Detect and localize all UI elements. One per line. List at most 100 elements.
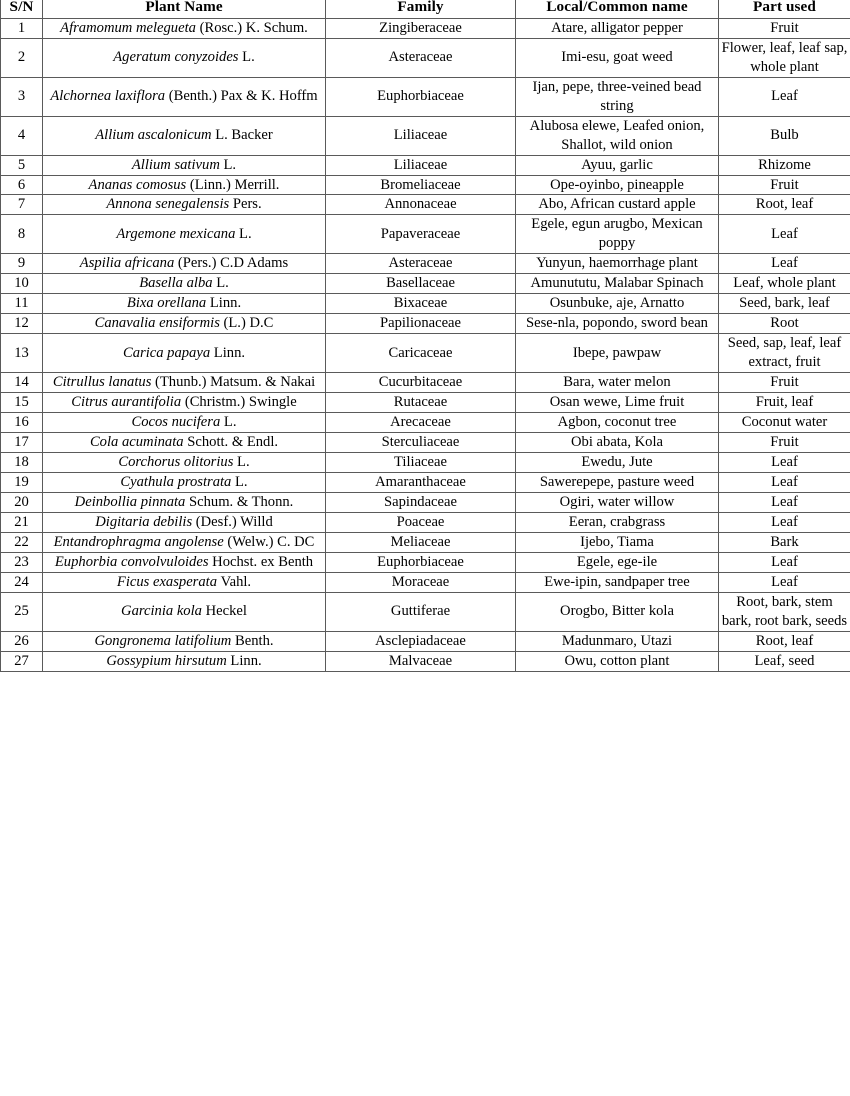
cell-part-used: Leaf [718,492,850,513]
cell-part-used: Root, bark, stem bark, root bark, seeds [718,591,850,632]
cell-part-used: Leaf, whole plant [718,273,850,295]
cell-local-common-name: Ewe-ipin, sandpaper tree [515,571,719,593]
table-row: 15 Citrus aurantifolia (Christm.) Swingle… [0,392,850,414]
cell-part-used: Fruit, leaf [718,392,850,414]
plant-authority: (L.) D.C [223,315,274,332]
cell-plant-name: Gossypium hirsutum Linn. [42,650,326,672]
cell-part-used: Root, leaf [718,194,850,216]
cell-sn: 11 [0,293,43,315]
plant-binomial: Allium sativum [131,156,220,173]
cell-part-used: Leaf [718,571,850,593]
plant-binomial: Argemone mexicana [116,225,236,242]
cell-family: Sterculiaceae [325,432,516,454]
cell-sn: 2 [0,37,43,78]
cell-sn: 20 [0,492,43,513]
plant-binomial: Citrullus lanatus [52,374,152,391]
plant-binomial: Basella alba [139,275,213,292]
cell-local-common-name: Amunututu, Malabar Spinach [515,273,719,295]
cell-family: Papilionaceae [325,313,516,335]
cell-sn: 7 [0,194,43,216]
cell-local-common-name: Ibepe, pawpaw [515,333,719,374]
cell-local-common-name: Eeran, crabgrass [515,511,719,533]
cell-plant-name: Garcinia kola Heckel [42,591,326,632]
column-header-plant-name: Plant Name [42,0,326,19]
cell-local-common-name: Agbon, coconut tree [515,412,719,434]
cell-sn: 17 [0,432,43,454]
plant-authority: Linn. [209,295,242,312]
column-header-part-used: Part used [718,0,850,19]
plant-binomial: Cyathula prostrata [120,474,232,491]
cell-sn: 9 [0,253,43,275]
cell-family: Rutaceae [325,392,516,414]
table-row: 27 Gossypium hirsutum Linn. Malvaceae Owu, … [0,650,850,672]
cell-family: Annonaceae [325,194,516,216]
cell-sn: 12 [0,313,43,335]
plant-binomial: Ficus exasperata [116,573,218,590]
cell-plant-name: Canavalia ensiformis (L.) D.C [42,313,326,335]
plant-authority: Linn. [213,344,246,361]
cell-plant-name: Corchorus olitorius L. [42,452,326,474]
cell-sn: 25 [0,591,43,632]
cell-sn: 24 [0,571,43,593]
cell-local-common-name: Ayuu, garlic [515,154,719,176]
cell-sn: 19 [0,472,43,493]
plant-binomial: Annona senegalensis [106,196,230,213]
table-row: 2 Ageratum conyzoides L. Asteraceae Imi-esu… [0,37,850,78]
cell-part-used: Coconut water [718,412,850,434]
cell-plant-name: Euphorbia convolvuloides Hochst. ex Bent… [42,551,326,573]
plant-binomial: Citrus aurantifolia [71,394,182,411]
table-row: 22 Entandrophragma angolense (Welw.) C. D… [0,531,850,553]
plant-authority: Heckel [205,603,247,620]
cell-family: Amaranthaceae [325,472,516,493]
cell-part-used: Leaf [718,452,850,474]
cell-part-used: Leaf [718,472,850,493]
plant-authority: Schum. & Thonn. [189,494,294,510]
table-row: 17 Cola acuminata Schott. & Endl. Sterculi… [0,432,850,454]
cell-local-common-name: Egele, egun arugbo, Mexican poppy [515,214,719,255]
cell-plant-name: Citrullus lanatus (Thunb.) Matsum. & Nak… [42,372,326,394]
plant-binomial: Alchornea laxiflora [50,88,166,105]
cell-sn: 26 [0,630,43,652]
cell-plant-name: Allium ascalonicum L. Backer [42,115,326,156]
cell-local-common-name: Owu, cotton plant [515,650,719,672]
cell-part-used: Fruit [718,372,850,394]
cell-plant-name: Deinbollia pinnata Schum. & Thonn. [42,492,326,513]
cell-local-common-name: Egele, ege-ile [515,551,719,573]
cell-family: Moraceae [325,571,516,593]
cell-sn: 8 [0,214,43,255]
cell-sn: 22 [0,531,43,553]
cell-plant-name: Allium sativum L. [42,154,326,176]
plant-binomial: Aframomum melegueta [60,19,196,36]
plant-binomial: Entandrophragma angolense [53,533,224,550]
cell-local-common-name: Bara, water melon [515,372,719,394]
plant-authority: (Welw.) C. DC [227,533,315,550]
cell-local-common-name: Ope-oyinbo, pineapple [515,174,719,196]
cell-family: Liliaceae [325,115,516,156]
cell-family: Zingiberaceae [325,17,516,39]
table-row: 10 Basella alba L. Basellaceae Amunututu, M… [0,273,850,295]
cell-sn: 23 [0,551,43,573]
cell-plant-name: Argemone mexicana L. [42,214,326,255]
cell-sn: 6 [0,174,43,196]
cell-plant-name: Annona senegalensis Pers. [42,194,326,216]
plant-authority: L. [223,156,237,173]
cell-plant-name: Basella alba L. [42,273,326,295]
cell-plant-name: Aframomum melegueta (Rosc.) K. Schum. [42,17,326,39]
cell-local-common-name: Sawerepepe, pasture weed [515,472,719,493]
cell-part-used: Leaf [718,214,850,255]
plant-authority: (Desf.) Willd [195,513,273,530]
table-row: 21 Digitaria debilis (Desf.) Willd Poaceae… [0,511,850,533]
cell-local-common-name: Obi abata, Kola [515,432,719,454]
table-row: 16 Cocos nucifera L. Arecaceae Agbon, cocon… [0,412,850,434]
table-row: 19 Cyathula prostrata L. Amaranthaceae Sawe… [0,472,850,493]
cell-plant-name: Ficus exasperata Vahl. [42,571,326,593]
cell-plant-name: Bixa orellana Linn. [42,293,326,315]
table-row: 20 Deinbollia pinnata Schum. & Thonn. Sapi… [0,492,850,513]
cell-sn: 16 [0,412,43,434]
cell-sn: 10 [0,273,43,295]
cell-plant-name: Entandrophragma angolense (Welw.) C. DC [42,531,326,553]
plant-binomial: Ananas comosus [88,176,187,193]
plant-authority: Hochst. ex Benth [212,553,314,570]
cell-family: Basellaceae [325,273,516,295]
